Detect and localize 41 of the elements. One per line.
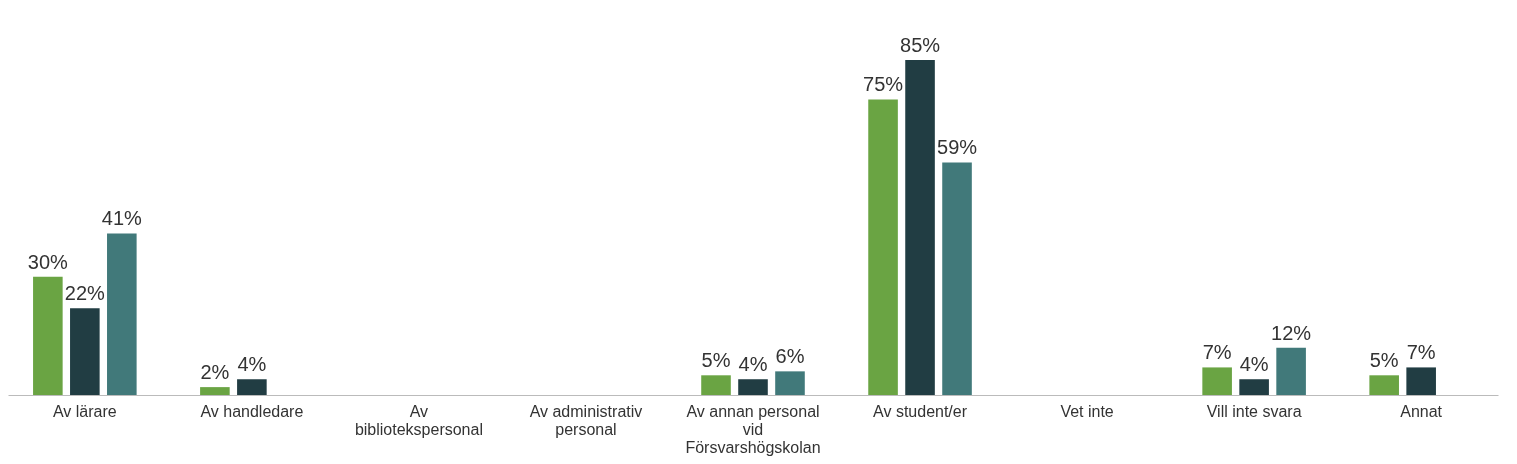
bar	[1406, 367, 1436, 395]
bar	[1239, 379, 1269, 395]
x-tick-label: Vill inte svara	[1206, 402, 1302, 420]
bar	[775, 371, 805, 395]
x-tick-label: Av handledare	[200, 402, 304, 420]
x-tick-label: Annat	[1400, 402, 1443, 420]
data-label: 6%	[775, 345, 805, 368]
data-label: 4%	[237, 353, 267, 376]
bar	[1202, 367, 1232, 395]
x-tick-label: Vet inte	[1060, 402, 1114, 420]
data-label: 85%	[900, 34, 941, 56]
bar	[107, 233, 137, 395]
data-label: 5%	[1369, 349, 1399, 372]
bar	[905, 60, 935, 395]
data-label: 75%	[863, 73, 904, 96]
bar	[942, 162, 972, 395]
bar	[70, 308, 100, 395]
x-tick-label: Av annan personal vid Försvarshögskolan	[685, 402, 821, 456]
bar	[33, 276, 63, 395]
data-label: 5%	[701, 349, 731, 372]
x-tick-label: Av lärare	[52, 402, 117, 420]
data-label: 2%	[200, 361, 230, 384]
bar	[868, 99, 898, 395]
data-label: 22%	[64, 282, 106, 305]
bar	[738, 379, 768, 395]
bar	[701, 375, 731, 395]
x-tick-label: Av administrativ personal	[529, 402, 643, 438]
bar	[1276, 347, 1306, 395]
x-tick-label: Av student/er	[873, 402, 968, 420]
bar	[200, 387, 230, 395]
data-label: 4%	[738, 353, 768, 376]
data-label: 12%	[1271, 321, 1312, 344]
data-label: 59%	[937, 136, 978, 159]
data-label: 7%	[1202, 341, 1232, 364]
data-label: 30%	[27, 250, 69, 273]
data-label: 4%	[1239, 353, 1269, 376]
bar	[237, 379, 267, 395]
data-label: 41%	[101, 207, 143, 230]
x-tick-label: Av bibliotekspersonal	[354, 402, 483, 438]
bar	[1369, 375, 1399, 395]
data-label: 7%	[1406, 341, 1436, 364]
